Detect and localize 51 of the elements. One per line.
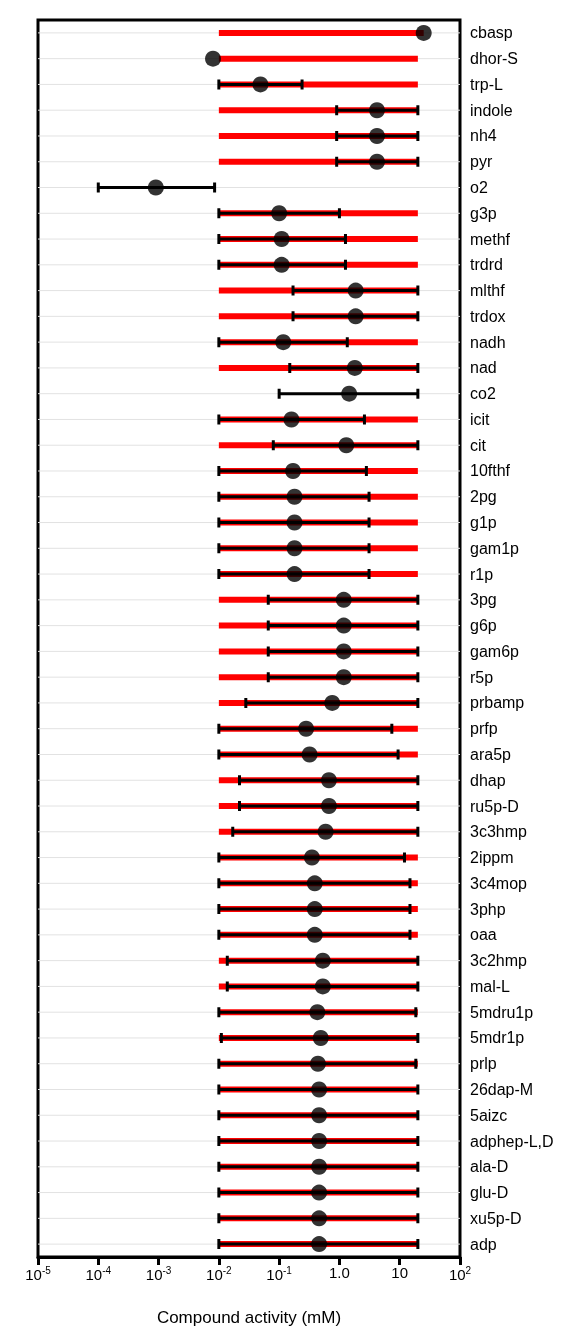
- y-tick-label: mlthf: [470, 282, 506, 300]
- y-tick-label: 10fthf: [470, 462, 511, 480]
- y-tick-label: o2: [470, 179, 488, 197]
- y-tick-label: trdrd: [470, 256, 503, 274]
- y-tick-label: 3c2hmp: [470, 952, 528, 970]
- y-tick-label: nh4: [470, 127, 497, 145]
- y-tick-label: glu-D: [470, 1184, 509, 1202]
- y-tick-label: nadh: [470, 333, 506, 351]
- y-tick-label: 2pg: [470, 488, 497, 506]
- y-tick-label: trp-L: [470, 75, 503, 93]
- y-tick-label: pyr: [470, 153, 493, 171]
- y-tick-label: indole: [470, 101, 513, 119]
- y-tick-label: gam6p: [470, 642, 520, 660]
- y-tick-label: 5mdr1p: [470, 1029, 525, 1047]
- y-tick-label: gam1p: [470, 539, 520, 557]
- y-tick-label: mal-L: [470, 977, 511, 995]
- y-tick-label: ala-D: [470, 1158, 509, 1176]
- y-tick-label: g3p: [470, 204, 497, 222]
- y-tick-label: adphep-L,D: [470, 1132, 554, 1150]
- y-tick-label: nad: [470, 359, 497, 377]
- y-tick-label: adp: [470, 1235, 497, 1253]
- y-tick-label: dhor-S: [470, 50, 519, 68]
- y-tick-label: 2ippm: [470, 849, 514, 867]
- y-tick-label: cbasp: [470, 24, 513, 42]
- y-tick-label: 5mdru1p: [470, 1003, 534, 1021]
- y-tick-label: dhap: [470, 771, 506, 789]
- y-tick-label: co2: [470, 385, 496, 403]
- x-tick-label: 1.0: [329, 1264, 350, 1281]
- y-tick-label: prlp: [470, 1055, 497, 1073]
- y-tick-label: ara5p: [470, 745, 512, 763]
- y-tick-label: r5p: [470, 668, 494, 686]
- y-tick-label: methf: [470, 230, 511, 248]
- y-tick-label: cit: [470, 436, 487, 454]
- y-tick-label: g1p: [470, 514, 497, 532]
- y-tick-label: 26dap-M: [470, 1080, 534, 1098]
- y-tick-label: 3pg: [470, 591, 497, 609]
- y-tick-label: 3c3hmp: [470, 823, 528, 841]
- y-tick-label: ru5p-D: [470, 797, 519, 815]
- y-tick-label: icit: [470, 410, 491, 428]
- y-tick-label: 3php: [470, 900, 506, 918]
- y-tick-label: prbamp: [470, 694, 525, 712]
- y-tick-label: oaa: [470, 926, 497, 944]
- x-axis-title: Compound activity (mM): [156, 1308, 342, 1327]
- y-tick-label: prfp: [470, 720, 498, 738]
- y-tick-label: r1p: [470, 565, 494, 583]
- x-tick-label: 10: [391, 1264, 409, 1281]
- y-tick-label: 5aizc: [470, 1106, 508, 1124]
- y-tick-label: g6p: [470, 617, 497, 635]
- y-tick-label: xu5p-D: [470, 1209, 522, 1227]
- y-tick-label: 3c4mop: [470, 874, 528, 892]
- y-tick-label: trdox: [470, 307, 506, 325]
